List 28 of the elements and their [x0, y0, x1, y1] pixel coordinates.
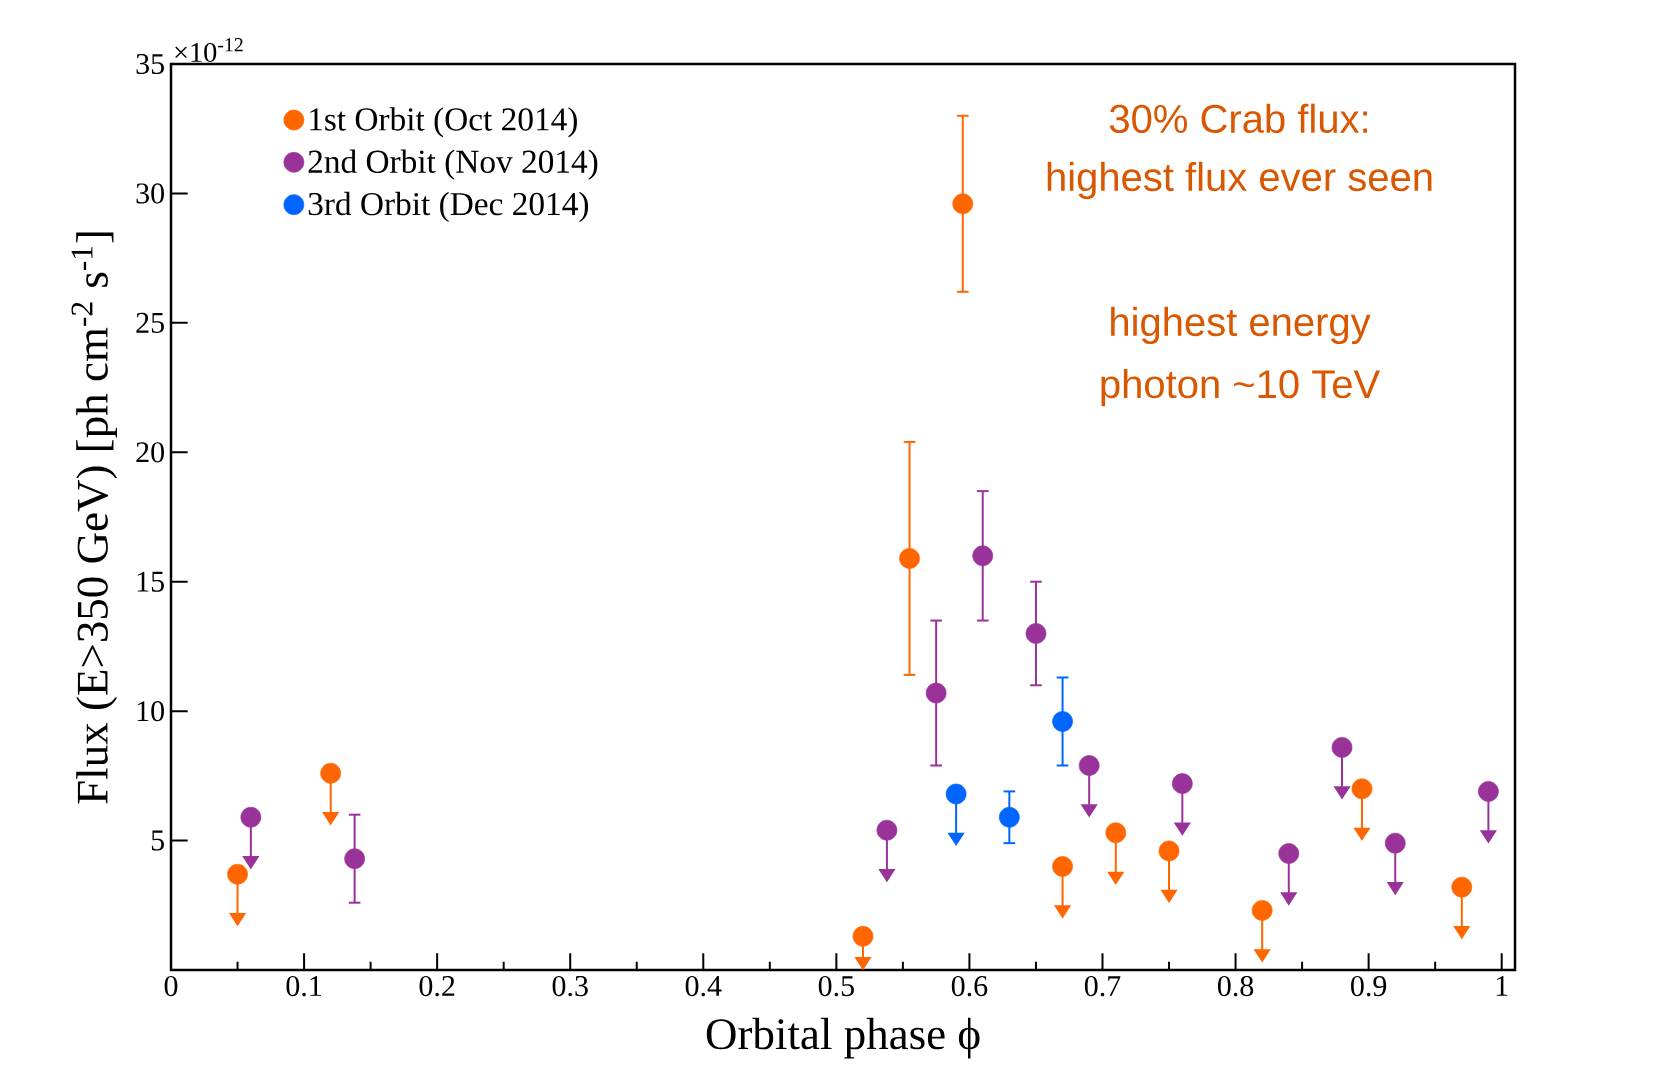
x-tick-label: 0 — [164, 975, 178, 997]
y-tick-label: 10 — [137, 701, 164, 722]
x-tick-label: 0.6 — [951, 975, 988, 997]
annotation: 30% Crab flux: — [1109, 103, 1367, 134]
y-tick-label: 30 — [136, 183, 164, 204]
y-axis-title: Flux (E>350 GeV) [ph cm$^{-2}$ s$^{-1}$] — [71, 232, 118, 804]
x-tick-label: 0.3 — [552, 975, 588, 997]
y-tick-label: 25 — [136, 312, 164, 333]
x-axis-title: Orbital phase ϕ — [706, 1017, 980, 1059]
annotation: highest energy — [1111, 306, 1371, 345]
legend-label: 3rd Orbit (Dec 2014) — [308, 191, 589, 223]
legend-label: 1st Orbit (Oct 2014) — [310, 107, 577, 138]
legend-label: 2nd Orbit (Nov 2014) — [308, 149, 598, 180]
x-tick-label: 0.5 — [818, 975, 854, 997]
x-tick-label: 0.4 — [685, 975, 722, 997]
annotation: photon ~10 TeV — [1101, 368, 1381, 407]
x-tick-label: 0.8 — [1217, 975, 1254, 997]
y-tick-label: 20 — [136, 442, 164, 463]
y-tick-label: 15 — [137, 571, 164, 592]
x-tick-label: 0.1 — [286, 975, 322, 997]
y-tick-label: 5 — [151, 830, 164, 851]
y-tick-label: 35 — [136, 53, 164, 75]
x-tick-label: 0.2 — [419, 975, 455, 997]
text: ×10$^{-12}$ — [175, 38, 243, 63]
annotation: highest flux ever seen — [1047, 161, 1432, 200]
x-tick-label: 1 — [1496, 975, 1508, 996]
x-tick-label: 0.9 — [1351, 975, 1387, 997]
x-tick-label: 0.7 — [1084, 975, 1121, 997]
